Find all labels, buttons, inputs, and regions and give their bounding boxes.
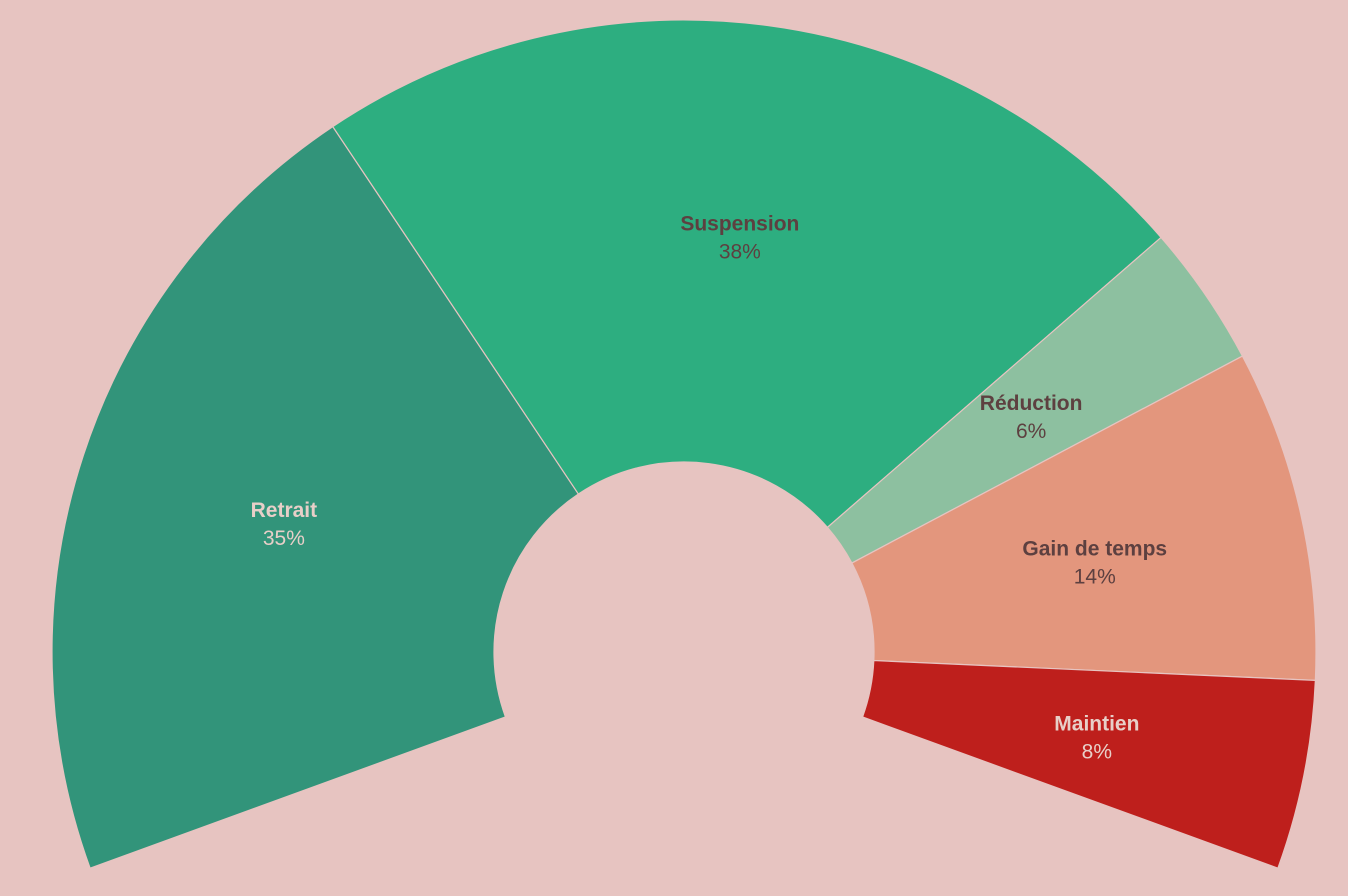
slice-retrait: [51, 125, 580, 869]
slice-maintien: [861, 659, 1316, 869]
labels-group: Retrait 35% Suspension 38% Réduction 6% Gain d…: [251, 213, 1167, 764]
slice-label: Suspension: [680, 213, 799, 236]
slice-suspension: [331, 19, 1162, 529]
slice-label: Gain de temps: [1022, 538, 1167, 561]
slices-group: [51, 19, 1317, 869]
slice-label: Maintien: [1054, 712, 1139, 735]
slice-value-label: 6%: [1016, 420, 1046, 443]
slice-value-label: 35%: [263, 527, 305, 550]
slice-value-label: 38%: [719, 241, 761, 264]
slice-value-label: 14%: [1074, 566, 1116, 589]
slice-value-label: 8%: [1082, 740, 1112, 763]
slice-label: Réduction: [980, 392, 1083, 415]
slice-gain-de-temps: [851, 355, 1317, 682]
slice-label: Retrait: [251, 499, 318, 522]
